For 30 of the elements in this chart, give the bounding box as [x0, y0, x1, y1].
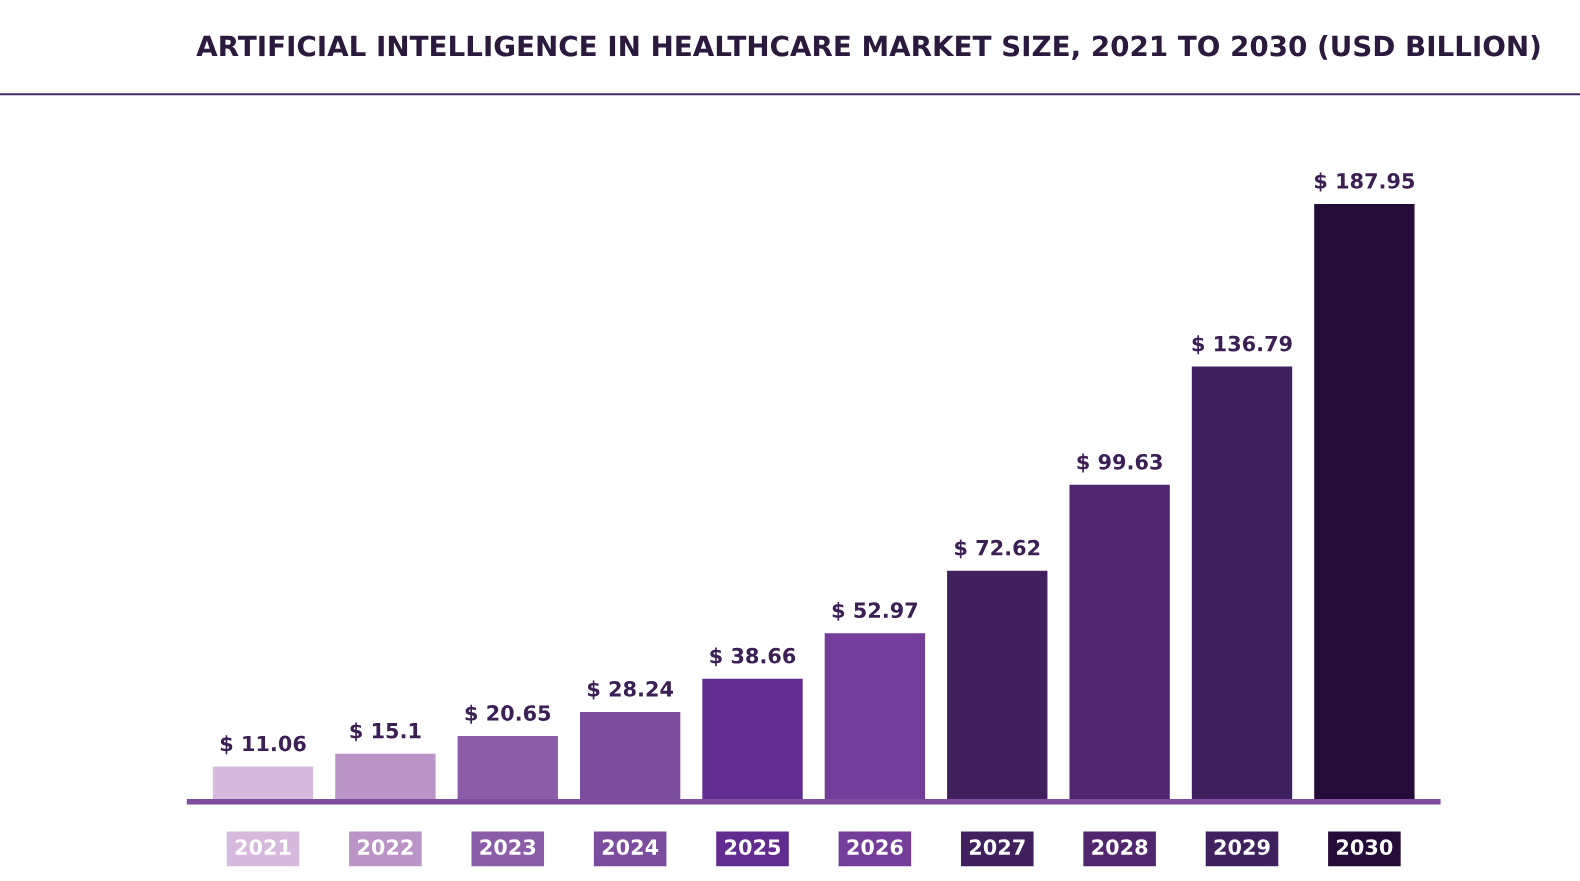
bar: [824, 633, 926, 802]
x-tick-label: 2030: [1337, 839, 1393, 855]
bar: [212, 766, 314, 802]
data-label: $ 99.63: [1077, 453, 1162, 473]
x-tick-label: 2026: [847, 839, 903, 855]
bar: [1191, 366, 1293, 802]
data-label: $ 11.06: [220, 735, 306, 755]
data-label: $ 72.62: [955, 539, 1040, 559]
data-label: $ 28.24: [587, 680, 674, 700]
x-tick-label: 2027: [969, 839, 1025, 855]
bar: [702, 678, 803, 802]
x-tick-label: 2024: [602, 839, 659, 855]
x-tick-label: 2021: [235, 839, 291, 855]
x-tick-label: 2022: [358, 839, 413, 855]
data-label: $ 52.97: [832, 601, 918, 621]
bar: [1069, 484, 1170, 802]
chart-title: ARTIFICIAL INTELLIGENCE IN HEALTHCARE MARKET SIZE, 2021 TO 2030 (USD BILLION): [196, 35, 1540, 61]
x-tick-label: 2028: [1092, 839, 1148, 855]
data-label: $ 38.66: [710, 647, 796, 667]
x-tick-label: 2025: [725, 839, 781, 855]
bar: [335, 753, 436, 802]
x-tick-label: 2029: [1214, 839, 1270, 855]
x-tick-label: 2023: [480, 839, 536, 855]
bar: [1314, 203, 1415, 802]
bar: [457, 736, 558, 802]
data-label: $ 136.79: [1192, 335, 1292, 355]
data-label: $ 187.95: [1314, 172, 1414, 192]
data-label: $ 20.65: [465, 704, 551, 724]
bar: [947, 570, 1048, 802]
data-label: $ 15.1: [350, 722, 421, 742]
